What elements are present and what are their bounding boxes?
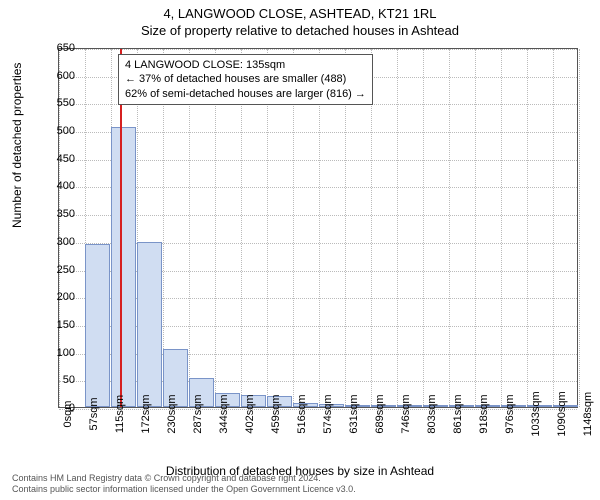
gridline-h	[59, 409, 577, 410]
x-tick-label: 689sqm	[374, 394, 386, 433]
histogram-bar	[137, 242, 162, 407]
y-axis-label: Number of detached properties	[10, 63, 24, 228]
footer-line2: Contains public sector information licen…	[12, 484, 356, 496]
chart-title-block: 4, LANGWOOD CLOSE, ASHTEAD, KT21 1RL Siz…	[0, 0, 600, 38]
footer-line1: Contains HM Land Registry data © Crown c…	[12, 473, 356, 485]
gridline-v	[449, 49, 450, 407]
x-tick-label: 746sqm	[400, 394, 412, 433]
annot-line3: 62% of semi-detached houses are larger (…	[125, 87, 366, 101]
annotation-box: 4 LANGWOOD CLOSE: 135sqm ← 37% of detach…	[118, 54, 373, 105]
x-tick-label: 115sqm	[114, 395, 126, 433]
chart-area: 4 LANGWOOD CLOSE: 135sqm ← 37% of detach…	[58, 48, 578, 408]
x-tick-label: 402sqm	[244, 394, 256, 433]
gridline-v	[527, 49, 528, 407]
gridline-v	[553, 49, 554, 407]
gridline-v	[423, 49, 424, 407]
y-tick-label: 250	[35, 264, 75, 276]
y-tick-label: 150	[35, 319, 75, 331]
x-tick-label: 918sqm	[478, 394, 490, 433]
histogram-bar	[111, 127, 136, 407]
x-tick-label: 172sqm	[140, 394, 152, 433]
x-tick-label: 803sqm	[426, 394, 438, 433]
annot-line2: ← 37% of detached houses are smaller (48…	[125, 72, 366, 86]
x-tick-label: 57sqm	[88, 397, 100, 430]
x-tick-label: 1148sqm	[582, 392, 594, 436]
annot-line1: 4 LANGWOOD CLOSE: 135sqm	[125, 58, 366, 72]
y-tick-label: 100	[35, 347, 75, 359]
x-tick-label: 516sqm	[296, 394, 308, 433]
x-tick-label: 287sqm	[192, 394, 204, 433]
y-tick-label: 550	[35, 97, 75, 109]
x-tick-label: 344sqm	[218, 394, 230, 433]
x-tick-label: 1090sqm	[556, 391, 568, 436]
x-tick-label: 0sqm	[62, 401, 74, 428]
x-tick-label: 976sqm	[504, 394, 516, 433]
gridline-v	[579, 49, 580, 407]
gridline-v	[475, 49, 476, 407]
title-subtitle: Size of property relative to detached ho…	[0, 23, 600, 38]
footer-attribution: Contains HM Land Registry data © Crown c…	[12, 473, 356, 496]
gridline-v	[501, 49, 502, 407]
gridline-v	[397, 49, 398, 407]
y-tick-label: 450	[35, 153, 75, 165]
y-tick-label: 350	[35, 208, 75, 220]
x-tick-label: 861sqm	[452, 394, 464, 433]
y-tick-label: 50	[35, 374, 75, 386]
y-tick-label: 650	[35, 42, 75, 54]
x-tick-label: 230sqm	[166, 394, 178, 433]
title-address: 4, LANGWOOD CLOSE, ASHTEAD, KT21 1RL	[0, 6, 600, 21]
histogram-bar	[85, 244, 110, 407]
x-tick-label: 459sqm	[270, 394, 282, 433]
x-tick-label: 574sqm	[322, 394, 334, 433]
y-tick-label: 600	[35, 70, 75, 82]
x-tick-label: 631sqm	[348, 394, 360, 433]
y-tick-label: 300	[35, 236, 75, 248]
y-tick-label: 200	[35, 291, 75, 303]
x-tick-label: 1033sqm	[530, 391, 542, 436]
y-tick-label: 400	[35, 180, 75, 192]
y-tick-label: 500	[35, 125, 75, 137]
